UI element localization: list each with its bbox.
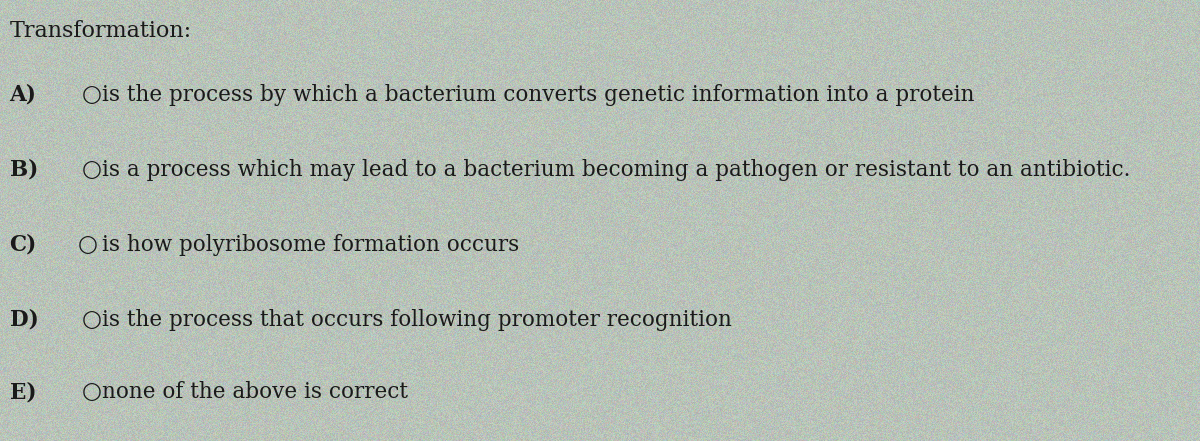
Text: is the process by which a bacterium converts genetic information into a protein: is the process by which a bacterium conv… [102,84,974,106]
Text: ○: ○ [82,84,102,106]
Text: none of the above is correct: none of the above is correct [102,381,408,404]
Text: ○: ○ [82,381,102,404]
Text: ○: ○ [82,159,102,181]
Text: A): A) [10,84,36,106]
Text: E): E) [10,381,36,404]
Text: B): B) [10,159,38,181]
Text: ○: ○ [78,234,98,256]
Text: D): D) [10,309,38,331]
Text: ○: ○ [82,309,102,331]
Text: Transformation:: Transformation: [10,20,192,42]
Text: is the process that occurs following promoter recognition: is the process that occurs following pro… [102,309,732,331]
Text: C): C) [10,234,37,256]
Text: is how polyribosome formation occurs: is how polyribosome formation occurs [102,234,520,256]
Text: is a process which may lead to a bacterium becoming a pathogen or resistant to a: is a process which may lead to a bacteri… [102,159,1130,181]
